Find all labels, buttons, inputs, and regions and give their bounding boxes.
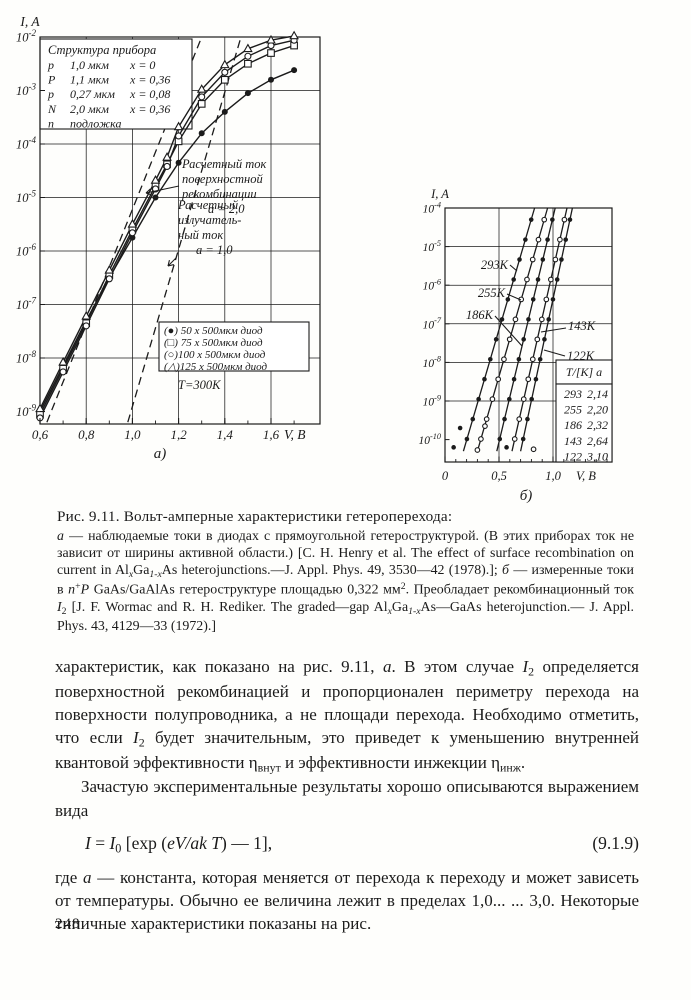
svg-text:V, B: V, B xyxy=(284,427,306,442)
svg-text:1,0: 1,0 xyxy=(545,469,561,483)
svg-text:10-10: 10-10 xyxy=(418,432,441,447)
svg-text:1,2: 1,2 xyxy=(170,427,187,442)
svg-text:(●) 50 x 500мкм диод: (●) 50 x 500мкм диод xyxy=(164,325,263,337)
svg-text:10-2: 10-2 xyxy=(16,28,36,45)
equation-row: I = I0 [exp (eV/ak T) — 1], (9.1.9) xyxy=(85,832,639,857)
figure-caption-title: Рис. 9.11. Вольт-амперные характеристики… xyxy=(57,508,453,525)
svg-text:3,10: 3,10 xyxy=(586,449,608,463)
chart-b-series xyxy=(451,207,574,453)
svg-text:186: 186 xyxy=(564,418,582,432)
svg-text:1,4: 1,4 xyxy=(217,427,234,442)
svg-text:2,32: 2,32 xyxy=(587,418,608,432)
svg-text:10-7: 10-7 xyxy=(16,295,36,312)
svg-text:10-7: 10-7 xyxy=(423,316,442,331)
svg-text:V, B: V, B xyxy=(576,469,596,483)
svg-text:2,64: 2,64 xyxy=(587,434,608,448)
svg-text:а): а) xyxy=(154,446,167,462)
svg-text:255: 255 xyxy=(564,403,582,417)
svg-text:2,14: 2,14 xyxy=(587,387,608,401)
chart-a-axes: 10-2 10-3 10-4 10-5 10-6 10-7 10-8 10-9 0,6 0,8 1,… xyxy=(16,14,306,462)
svg-text:143K: 143K xyxy=(568,319,596,333)
svg-text:N: N xyxy=(47,102,57,116)
paragraph-3: где a — константа, которая меняется от п… xyxy=(55,868,639,934)
svg-text:a = 1,0: a = 1,0 xyxy=(196,243,233,257)
figure-caption-body: а — наблюдаемые токи в диодах с прямоуго… xyxy=(57,529,635,635)
equation: I = I0 [exp (eV/ak T) — 1], xyxy=(85,832,273,856)
svg-text:n: n xyxy=(48,116,54,130)
svg-text:186K: 186K xyxy=(466,308,494,322)
chart-b-temp-table: T/[K] a 293 2,14 255 2,20 186 2,32 143 2,64 122 3,… xyxy=(555,359,613,463)
svg-text:0,8: 0,8 xyxy=(78,427,95,442)
svg-text:(□) 75 x 500мкм диод: (□) 75 x 500мкм диод xyxy=(164,337,263,349)
figure-caption: Рис. 9.11. Вольт-амперные характеристики… xyxy=(57,508,634,635)
svg-text:Расчетный: Расчетный xyxy=(177,198,239,212)
svg-text:T=300K: T=300K xyxy=(178,378,221,392)
svg-text:10-4: 10-4 xyxy=(423,200,441,215)
svg-text:ный ток: ный ток xyxy=(178,228,223,242)
svg-text:p: p xyxy=(47,58,54,72)
chart-a-frame xyxy=(39,36,321,425)
paragraph-1: характеристик, как показано на рис. 9.11… xyxy=(55,657,639,775)
svg-text:0: 0 xyxy=(442,469,449,483)
svg-text:0,6: 0,6 xyxy=(32,427,49,442)
paragraph-2: Зачастую экспериментальные результаты хо… xyxy=(55,777,639,820)
svg-text:10-6: 10-6 xyxy=(16,242,36,259)
chart-a-legend: (●) 50 x 500мкм диод(□) 75 x 500мкм диод… xyxy=(158,321,310,392)
svg-text:1,0: 1,0 xyxy=(124,427,141,442)
svg-text:рекомбинации: рекомбинации xyxy=(181,187,257,201)
body-text: характеристик, как показано на рис. 9.11… xyxy=(55,655,639,935)
svg-text:1,1 мкм: 1,1 мкм xyxy=(70,73,109,87)
svg-text:0,5: 0,5 xyxy=(491,469,507,483)
svg-text:10-8: 10-8 xyxy=(423,355,442,370)
svg-text:p: p xyxy=(47,87,54,101)
svg-text:122: 122 xyxy=(564,449,582,463)
svg-text:10-5: 10-5 xyxy=(16,188,36,205)
svg-text:0,27 мкм: 0,27 мкм xyxy=(70,87,115,101)
svg-text:a = 2,0: a = 2,0 xyxy=(208,202,245,216)
svg-text:(○)100 x 500мкм диод: (○)100 x 500мкм диод xyxy=(164,349,266,361)
svg-text:I, A: I, A xyxy=(430,187,449,201)
svg-text:P: P xyxy=(47,73,56,87)
svg-text:б): б) xyxy=(520,488,533,504)
chart-b-frame xyxy=(444,207,613,463)
page-number: 248 xyxy=(55,916,81,932)
svg-text:излучатель-: излучатель- xyxy=(178,213,241,227)
chart-b-axes: 10-4 10-5 10-6 10-7 10-8 10-9 10-10 0 0,5 1,0 V, B… xyxy=(418,187,608,504)
svg-text:293K: 293K xyxy=(481,258,509,272)
svg-text:поверхностной: поверхностной xyxy=(182,172,263,186)
svg-text:143: 143 xyxy=(564,434,582,448)
svg-text:x = 0,36: x = 0,36 xyxy=(129,102,170,116)
svg-text:(△)125 x 500мкм диод: (△)125 x 500мкм диод xyxy=(164,361,268,373)
svg-text:293: 293 xyxy=(564,387,582,401)
svg-text:x = 0,08: x = 0,08 xyxy=(129,87,170,101)
svg-text:10-5: 10-5 xyxy=(423,239,441,254)
svg-text:Расчетный ток: Расчетный ток xyxy=(181,157,266,171)
svg-text:2,20: 2,20 xyxy=(587,403,608,417)
svg-text:10-3: 10-3 xyxy=(16,81,36,98)
svg-text:10-6: 10-6 xyxy=(423,278,442,293)
chart-a-annotations: Расчетный токповерхностнойрекомбинацииa … xyxy=(145,157,266,267)
svg-text:2,0 мкм: 2,0 мкм xyxy=(70,102,109,116)
svg-text:I, A: I, A xyxy=(19,14,40,29)
svg-text:1,0 мкм: 1,0 мкм xyxy=(70,58,109,72)
svg-text:подложка: подложка xyxy=(70,116,121,130)
equation-number: (9.1.9) xyxy=(592,832,639,853)
svg-text:10-4: 10-4 xyxy=(16,135,36,152)
svg-text:T/[K] a: T/[K] a xyxy=(566,365,602,379)
svg-text:255K: 255K xyxy=(478,286,506,300)
svg-text:10-9: 10-9 xyxy=(16,402,36,419)
chart-a-series xyxy=(35,30,299,422)
svg-text:x = 0,36: x = 0,36 xyxy=(129,73,170,87)
svg-text:10-9: 10-9 xyxy=(423,393,441,408)
svg-text:Структура прибора: Структура прибора xyxy=(48,43,156,57)
svg-text:x = 0: x = 0 xyxy=(129,58,155,72)
svg-text:1,6: 1,6 xyxy=(263,427,280,442)
svg-text:10-8: 10-8 xyxy=(16,349,36,366)
